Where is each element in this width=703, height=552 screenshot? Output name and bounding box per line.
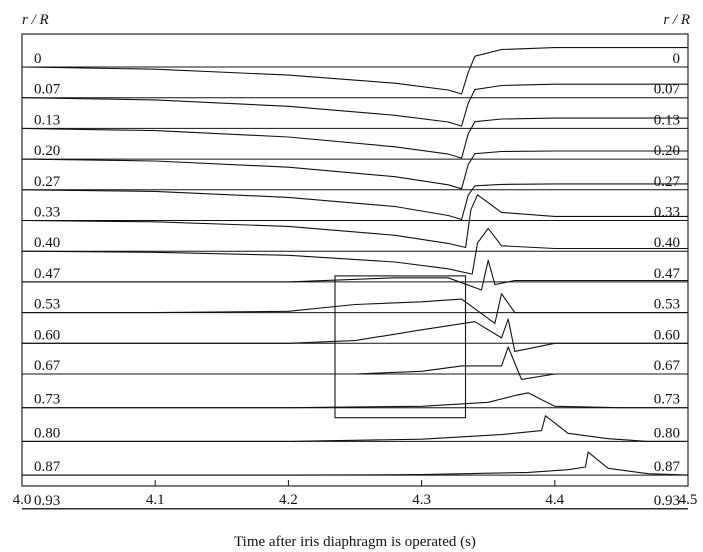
plot-frame [21,33,689,487]
row-label-left-4: 0.27 [34,174,61,190]
trace-line-5 [21,194,688,249]
trace-line-12 [22,415,688,442]
trace-line-2 [21,117,688,159]
row-label-left-9: 0.60 [34,327,60,343]
row-label-right-14: 0.93 [654,493,680,509]
row-label-right-6: 0.40 [654,235,680,251]
row-label-left-8: 0.53 [34,297,60,313]
annotation-box [334,275,467,419]
row-label-right-3: 0.20 [654,143,680,159]
trace-line-7 [22,259,688,291]
row-label-left-14: 0.93 [34,493,60,509]
row-label-right-10: 0.67 [654,358,681,374]
trace-line-0 [21,47,688,95]
y-axis-title-right: r / R [663,12,690,28]
row-label-right-4: 0.27 [654,174,681,190]
row-label-right-11: 0.73 [654,392,680,408]
row-label-left-3: 0.20 [34,143,60,159]
row-labels-group: 0 0 0.07 0.07 0.13 0.13 0.20 0.20 0.27 0.27 0.33 0.… [34,51,681,509]
row-label-right-8: 0.53 [654,297,680,313]
trace-line-6 [21,227,688,275]
row-label-left-5: 0.33 [34,205,60,221]
trace-line-4 [21,183,688,221]
x-tick-label-0: 4.0 [13,492,32,508]
x-tick-label-5: 4.5 [679,492,698,508]
trace-line-1 [21,83,688,127]
trace-line-11 [22,392,688,409]
trace-line-9 [22,318,688,352]
row-label-right-2: 0.13 [654,112,680,128]
x-axis-ticks: 4.0 4.1 4.2 4.3 4.4 4.5 [13,480,698,508]
trace-line-10 [22,346,688,380]
x-axis-title: Time after iris diaphragm is operated (s… [234,534,476,550]
trace-line-8 [22,293,688,324]
row-label-left-10: 0.67 [34,358,61,374]
trace-line-13 [22,451,689,476]
row-label-left-12: 0.80 [34,425,60,441]
row-label-right-13: 0.87 [654,459,681,475]
row-label-right-1: 0.07 [654,82,681,98]
row-label-left-6: 0.40 [34,235,60,251]
x-tick-label-2: 4.2 [279,492,298,508]
row-label-right-9: 0.60 [654,327,680,343]
x-tick-label-3: 4.3 [412,492,431,508]
row-label-right-7: 0.47 [654,266,681,282]
row-label-right-0: 0 [673,51,681,67]
row-label-left-2: 0.13 [34,112,60,128]
trace-line-3 [21,150,688,190]
x-tick-label-1: 4.1 [146,492,165,508]
row-label-left-1: 0.07 [34,82,61,98]
row-label-left-11: 0.73 [34,392,60,408]
row-label-right-12: 0.80 [654,425,680,441]
row-label-left-0: 0 [34,51,42,67]
row-label-left-13: 0.87 [34,459,61,475]
row-label-left-7: 0.47 [34,266,61,282]
y-axis-title-left: r / R [22,12,49,28]
traces-group [21,47,689,510]
x-tick-label-4: 4.4 [545,492,564,508]
row-label-right-5: 0.33 [654,205,680,221]
